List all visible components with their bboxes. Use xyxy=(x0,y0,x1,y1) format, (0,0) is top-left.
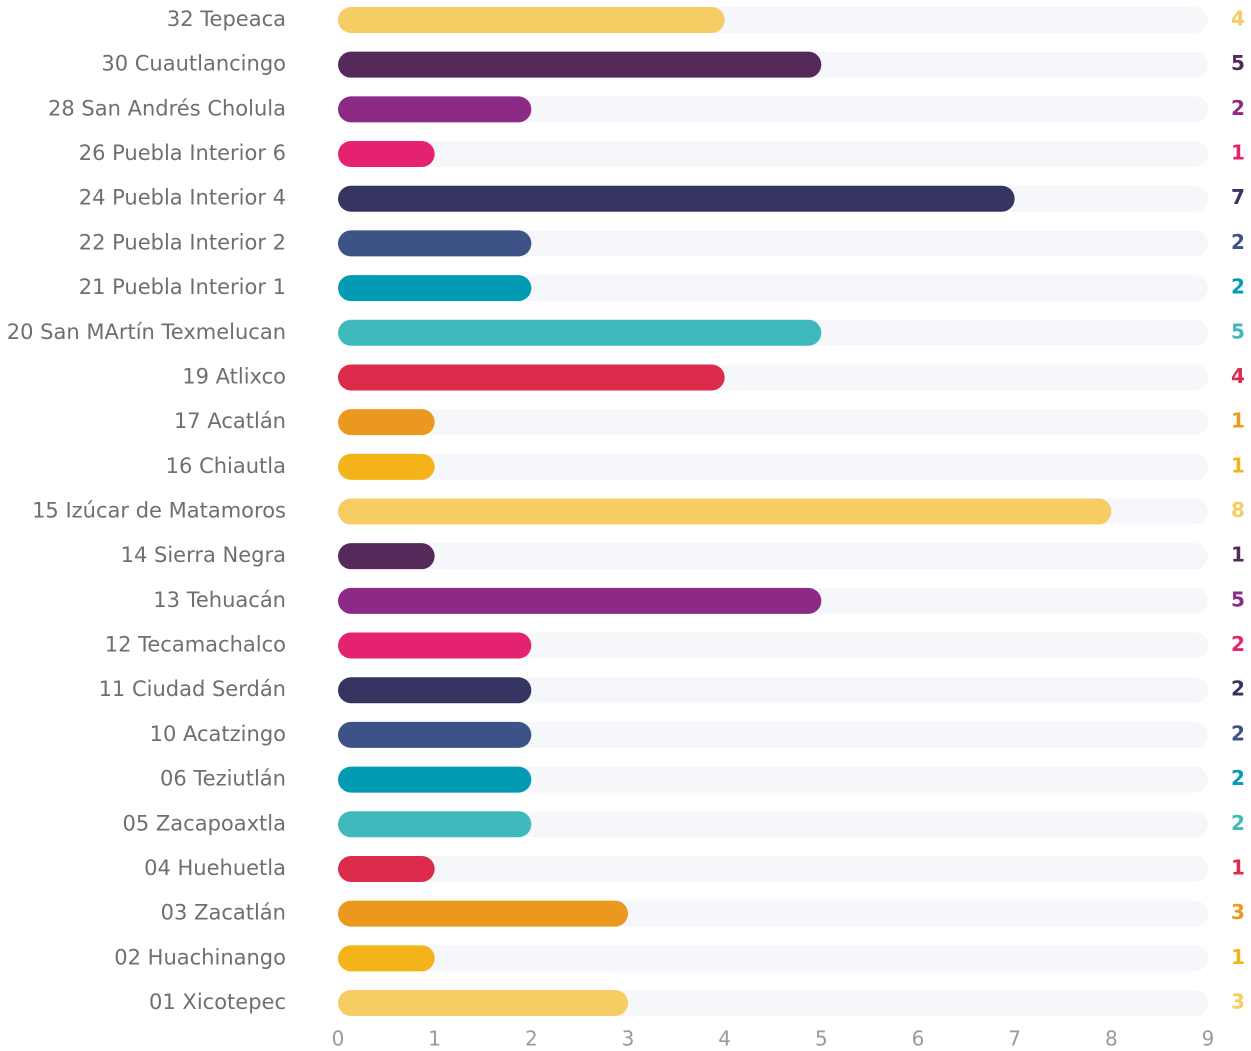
value-label: 1 xyxy=(1231,543,1245,567)
bar-track xyxy=(338,811,1208,838)
bar xyxy=(338,811,532,838)
value-label: 1 xyxy=(1231,409,1245,433)
x-tick-label: 0 xyxy=(332,1027,345,1051)
bar xyxy=(338,409,435,436)
bar-track xyxy=(338,855,1208,882)
value-label: 2 xyxy=(1231,96,1245,120)
category-label: 32 Tepeaca xyxy=(167,7,286,31)
bar-track xyxy=(338,96,1208,123)
x-tick-label: 8 xyxy=(1105,1027,1118,1051)
value-label: 7 xyxy=(1231,185,1245,209)
bar-track xyxy=(338,141,1208,168)
value-label: 1 xyxy=(1231,945,1245,969)
value-label: 3 xyxy=(1231,990,1245,1014)
bar xyxy=(338,185,1015,212)
value-label: 1 xyxy=(1231,453,1245,477)
bar-track xyxy=(338,677,1208,704)
category-label: 01 Xicotepec xyxy=(149,990,286,1014)
category-label: 05 Zacapoaxtla xyxy=(123,811,286,835)
category-label: 14 Sierra Negra xyxy=(121,543,286,567)
bar xyxy=(338,721,532,748)
x-tick-label: 7 xyxy=(1008,1027,1021,1051)
category-label: 28 San Andrés Cholula xyxy=(48,96,286,120)
bar-track xyxy=(338,721,1208,748)
value-label: 5 xyxy=(1231,319,1245,343)
value-label: 2 xyxy=(1231,677,1245,701)
value-label: 5 xyxy=(1231,51,1245,75)
bar xyxy=(338,677,532,704)
bar xyxy=(338,855,435,882)
bar xyxy=(338,275,532,302)
value-label: 2 xyxy=(1231,230,1245,254)
value-label: 2 xyxy=(1231,721,1245,745)
category-label: 24 Puebla Interior 4 xyxy=(79,186,286,210)
bar xyxy=(338,766,532,793)
value-label: 2 xyxy=(1231,811,1245,835)
value-label: 8 xyxy=(1231,498,1245,522)
bar-track xyxy=(338,632,1208,659)
bar xyxy=(338,632,532,659)
x-tick-label: 2 xyxy=(525,1027,538,1051)
bar xyxy=(338,230,532,257)
x-tick-label: 4 xyxy=(718,1027,731,1051)
category-label: 12 Tecamachalco xyxy=(105,633,286,657)
category-label: 16 Chiautla xyxy=(166,454,286,478)
bar xyxy=(338,900,628,927)
bar xyxy=(338,453,435,480)
bar xyxy=(338,319,822,346)
value-label: 2 xyxy=(1231,632,1245,656)
category-label: 06 Teziutlán xyxy=(160,767,286,791)
x-tick-label: 3 xyxy=(622,1027,635,1051)
bar xyxy=(338,945,435,972)
x-tick-label: 5 xyxy=(815,1027,828,1051)
bar xyxy=(338,543,435,570)
category-label: 10 Acatzingo xyxy=(150,722,286,746)
x-tick-label: 1 xyxy=(428,1027,441,1051)
x-tick-label: 9 xyxy=(1202,1027,1215,1051)
category-label: 11 Ciudad Serdán xyxy=(99,677,286,701)
bar xyxy=(338,96,532,123)
value-label: 1 xyxy=(1231,141,1245,165)
value-label: 5 xyxy=(1231,587,1245,611)
category-label: 20 San MArtín Texmelucan xyxy=(7,320,286,344)
category-label: 21 Puebla Interior 1 xyxy=(79,275,286,299)
x-tick-label: 6 xyxy=(912,1027,925,1051)
category-label: 04 Huehuetla xyxy=(144,856,286,880)
bar-track xyxy=(338,409,1208,436)
bar xyxy=(338,7,725,33)
bar xyxy=(338,587,822,614)
category-label: 30 Cuautlancingo xyxy=(101,52,286,76)
bar-track xyxy=(338,275,1208,302)
value-label: 4 xyxy=(1231,364,1245,388)
bar-track xyxy=(338,945,1208,972)
value-label: 2 xyxy=(1231,766,1245,790)
category-label: 26 Puebla Interior 6 xyxy=(79,141,286,165)
value-label: 4 xyxy=(1231,7,1245,31)
category-label: 19 Atlixco xyxy=(182,364,286,388)
bar-track xyxy=(338,230,1208,257)
bar-track xyxy=(338,453,1208,480)
bar xyxy=(338,498,1112,525)
category-label: 17 Acatlán xyxy=(174,409,286,433)
category-label: 02 Huachinango xyxy=(114,945,286,969)
bar xyxy=(338,51,822,78)
bar xyxy=(338,364,725,391)
category-label: 13 Tehuacán xyxy=(153,588,286,612)
bar-track xyxy=(338,543,1208,570)
value-label: 2 xyxy=(1231,275,1245,299)
value-label: 1 xyxy=(1231,855,1245,879)
bar xyxy=(338,990,628,1016)
category-label: 22 Puebla Interior 2 xyxy=(79,230,286,254)
category-label: 03 Zacatlán xyxy=(161,901,286,925)
bar xyxy=(338,141,435,168)
value-label: 3 xyxy=(1231,900,1245,924)
category-label: 15 Izúcar de Matamoros xyxy=(32,499,286,523)
bar-track xyxy=(338,766,1208,793)
